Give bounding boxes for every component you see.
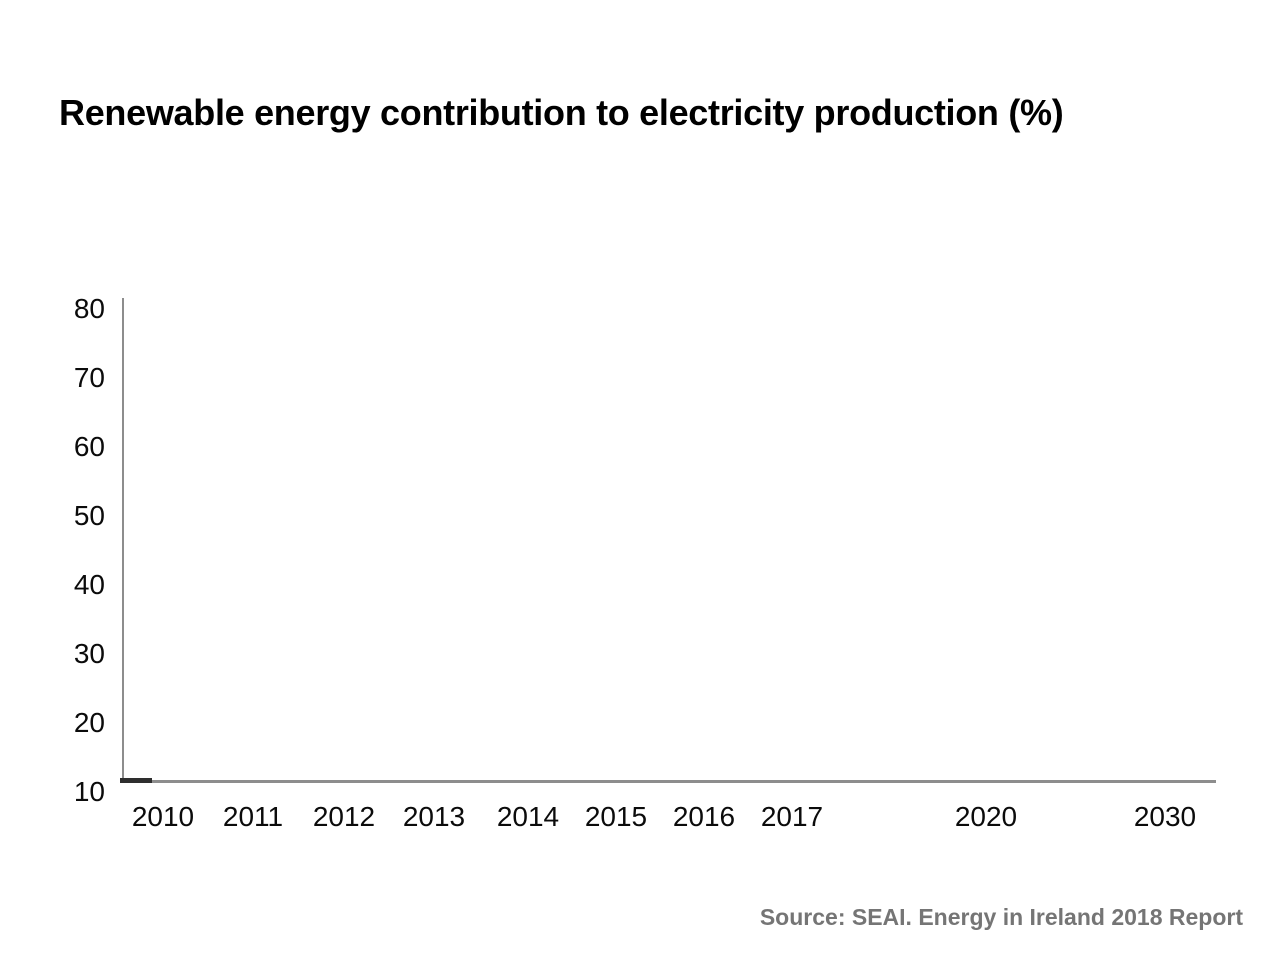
series-line-start-segment	[120, 778, 152, 783]
x-tick-label: 2030	[1133, 801, 1197, 832]
x-tick-label: 2012	[312, 801, 376, 832]
y-tick-label: 50	[73, 500, 105, 531]
x-axis-line	[122, 780, 1216, 783]
chart-title: Renewable energy contribution to electri…	[59, 92, 1064, 133]
x-tick-label: 2011	[222, 801, 284, 832]
x-tick-label: 2017	[760, 801, 824, 832]
x-tick-label: 2010	[131, 801, 195, 832]
y-tick-label: 70	[73, 362, 105, 393]
y-axis-line	[122, 298, 124, 783]
y-tick-label: 20	[73, 707, 105, 738]
x-tick-label: 2015	[584, 801, 648, 832]
x-tick-label: 2020	[954, 801, 1018, 832]
y-tick-label: 10	[73, 776, 105, 807]
x-tick-label: 2016	[672, 801, 736, 832]
y-tick-label: 60	[73, 431, 105, 462]
y-tick-label: 40	[73, 569, 105, 600]
x-tick-label: 2013	[402, 801, 466, 832]
y-tick-label: 80	[73, 293, 105, 324]
x-tick-label: 2014	[496, 801, 560, 832]
source-attribution: Source: SEAI. Energy in Ireland 2018 Rep…	[759, 904, 1243, 930]
y-tick-label: 30	[73, 638, 105, 669]
